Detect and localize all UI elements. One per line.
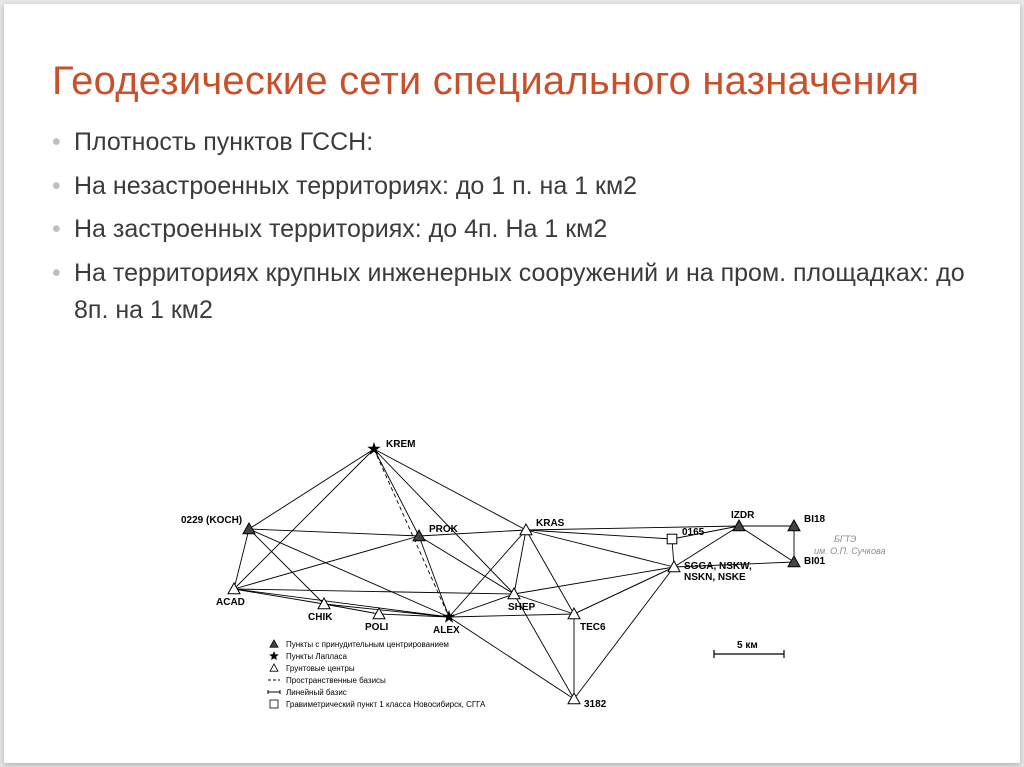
page-number-area: 71 bbox=[950, 4, 1020, 44]
svg-text:ACAD: ACAD bbox=[216, 597, 245, 608]
bullet-item: На территориях крупных инженерных сооруж… bbox=[52, 255, 972, 330]
svg-text:БГТЭ: БГТЭ bbox=[834, 534, 856, 544]
svg-text:5 км: 5 км bbox=[737, 640, 758, 651]
svg-text:Гравиметрический пункт 1 класс: Гравиметрический пункт 1 класса Новосиби… bbox=[286, 700, 486, 709]
svg-text:Пункты Лапласа: Пункты Лапласа bbox=[286, 652, 348, 661]
svg-text:SGGA, NSKW,: SGGA, NSKW, bbox=[684, 561, 752, 572]
svg-text:TEC6: TEC6 bbox=[580, 622, 606, 633]
slide-container: 71 Геодезические сети специального назна… bbox=[4, 4, 1020, 763]
svg-text:ALEX: ALEX bbox=[433, 625, 460, 636]
bullet-item: Плотность пунктов ГССН: bbox=[52, 124, 972, 162]
svg-text:NSKN, NSKE: NSKN, NSKE bbox=[684, 572, 746, 583]
svg-text:им. О.П. Сучкова: им. О.П. Сучкова bbox=[814, 546, 886, 556]
network-diagram: KREM 0229 (KOCH) PROK KRAS 0165 IZDR BI18 ACAD C… bbox=[174, 434, 894, 734]
svg-text:POLI: POLI bbox=[365, 622, 389, 633]
svg-text:BI01: BI01 bbox=[804, 556, 826, 567]
bullet-item: На незастроенных территориях: до 1 п. на… bbox=[52, 168, 972, 206]
svg-text:BI18: BI18 bbox=[804, 514, 826, 525]
slide-title: Геодезические сети специального назначен… bbox=[4, 4, 1020, 116]
svg-text:Пространственные базисы: Пространственные базисы bbox=[286, 676, 386, 685]
svg-text:PROK: PROK bbox=[429, 524, 459, 535]
bullet-item: На застроенных территориях: до 4п. На 1 … bbox=[52, 211, 972, 249]
bullet-list: Плотность пунктов ГССН: На незастроенных… bbox=[4, 116, 1020, 330]
svg-text:IZDR: IZDR bbox=[731, 510, 755, 521]
svg-text:KREM: KREM bbox=[386, 439, 415, 450]
svg-text:SHEP: SHEP bbox=[508, 602, 536, 613]
svg-text:3182: 3182 bbox=[584, 699, 607, 710]
svg-text:CHIK: CHIK bbox=[308, 612, 333, 623]
svg-text:KRAS: KRAS bbox=[536, 518, 565, 529]
svg-text:Грунтовые центры: Грунтовые центры bbox=[286, 664, 355, 673]
svg-text:Линейный базис: Линейный базис bbox=[286, 688, 347, 697]
page-number: 71 bbox=[974, 12, 998, 38]
svg-text:0229 (KOCH): 0229 (KOCH) bbox=[181, 515, 242, 526]
svg-text:Пункты с принудительным центри: Пункты с принудительным центрированием bbox=[286, 640, 449, 649]
svg-text:0165: 0165 bbox=[682, 527, 705, 538]
